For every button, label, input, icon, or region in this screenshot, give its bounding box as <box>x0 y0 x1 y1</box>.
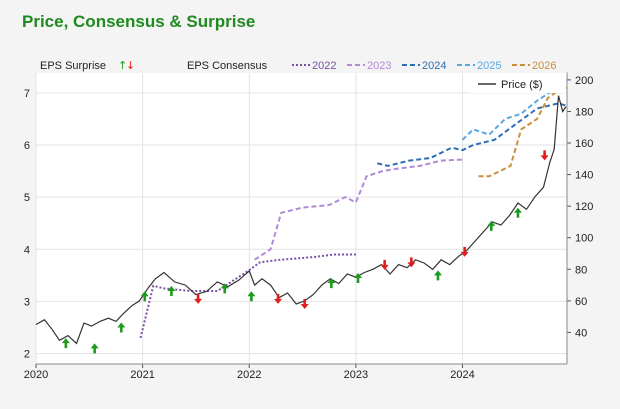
left-tick-label: 2 <box>24 349 30 361</box>
consensus-line-2026 <box>478 86 568 178</box>
surprise-up-arrow <box>167 286 176 296</box>
legend-year-2024: 2024 <box>422 60 446 72</box>
left-tick-label: 3 <box>24 296 30 308</box>
surprise-down-arrow <box>540 150 549 161</box>
surprise-up-arrow <box>433 270 442 281</box>
right-tick-label: 200 <box>575 75 593 87</box>
consensus-line-2023 <box>254 158 463 261</box>
left-tick-label: 5 <box>24 192 30 204</box>
right-axis: 40 60 80 100 120 140 160 180 200 <box>566 72 593 364</box>
chart-title: Price, Consensus & Surprise <box>22 12 256 31</box>
series-group <box>35 86 568 345</box>
surprise-down-arrow <box>300 299 309 310</box>
legend-consensus-label: EPS Consensus <box>187 60 268 72</box>
left-tick-label: 6 <box>24 140 30 152</box>
price-legend-label: Price ($) <box>501 79 543 91</box>
left-tick-label: 4 <box>24 244 30 256</box>
x-tick-label: 2023 <box>344 369 368 381</box>
price-legend-box <box>470 75 566 93</box>
legend-years: 2022 2023 2024 2025 2026 <box>292 60 556 72</box>
x-tick-label: 2024 <box>450 369 474 381</box>
surprise-up-arrow <box>220 283 229 294</box>
surprise-up-arrow <box>354 272 363 283</box>
legend-year-2023: 2023 <box>367 60 391 72</box>
surprise-down-arrow <box>380 259 389 270</box>
surprise-up-arrow <box>117 322 126 333</box>
left-axis: 2 3 4 5 6 7 <box>24 88 30 361</box>
x-tick-label: 2022 <box>237 369 261 381</box>
legend-up-arrow-icon: ↑ <box>118 59 127 72</box>
right-tick-label: 160 <box>575 138 593 150</box>
x-axis: 2020 2021 2022 2023 2024 <box>24 363 567 381</box>
legend-year-2025: 2025 <box>477 60 501 72</box>
surprise-down-arrow <box>194 293 203 304</box>
surprise-up-arrow <box>487 220 496 231</box>
legend-down-arrow-icon: ↓ <box>126 59 135 72</box>
surprise-markers <box>61 150 549 354</box>
x-tick-label: 2020 <box>24 369 48 381</box>
right-tick-label: 40 <box>575 327 587 339</box>
surprise-up-arrow <box>513 207 522 218</box>
left-tick-label: 7 <box>24 88 30 100</box>
surprise-up-arrow <box>247 291 256 302</box>
legend-surprise-label: EPS Surprise <box>40 60 106 72</box>
right-tick-label: 140 <box>575 170 593 182</box>
right-tick-label: 80 <box>575 264 587 276</box>
legend: EPS Surprise ↑ ↓ EPS Consensus 2022 2023 2… <box>36 56 567 93</box>
consensus-line-2022 <box>139 253 356 339</box>
surprise-up-arrow <box>61 338 70 349</box>
right-tick-label: 120 <box>575 201 593 213</box>
right-tick-label: 180 <box>575 106 593 118</box>
surprise-down-arrow <box>274 293 283 304</box>
right-tick-label: 100 <box>575 233 593 245</box>
right-tick-label: 60 <box>575 296 587 308</box>
legend-year-2022: 2022 <box>312 60 336 72</box>
consensus-line-2024 <box>376 102 568 167</box>
legend-year-2026: 2026 <box>532 60 556 72</box>
surprise-down-arrow <box>460 246 469 257</box>
plot-background <box>36 72 567 364</box>
x-tick-label: 2021 <box>130 369 154 381</box>
surprise-down-arrow <box>407 257 416 268</box>
surprise-up-arrow <box>327 278 336 289</box>
surprise-up-arrow <box>140 291 149 302</box>
price-line <box>35 95 567 345</box>
surprise-up-arrow <box>90 343 99 354</box>
